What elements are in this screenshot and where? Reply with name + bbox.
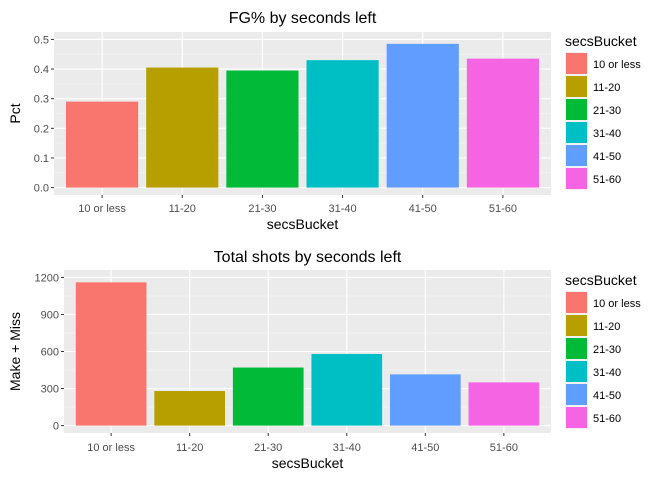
y-tick-label: 1200: [35, 272, 59, 284]
legend-swatch-10-or-less: [566, 53, 587, 74]
chart-title: Total shots by seconds left: [214, 249, 402, 266]
bar-31-40: [311, 353, 383, 426]
bar-41-50: [386, 43, 459, 188]
legend-swatch-51-60: [566, 407, 587, 428]
legend-title: secsBucket: [565, 33, 637, 49]
legend: secsBucket 10 or less 11-20 21-30 31-40 41-50…: [565, 33, 641, 190]
legend-label: 31-40: [593, 128, 621, 140]
x-tick-label: 21-30: [254, 442, 282, 454]
legend-swatch-21-30: [566, 338, 587, 359]
y-tick-label: 600: [41, 347, 59, 359]
x-tick-label: 10 or less: [78, 203, 126, 215]
bar-41-50: [389, 374, 461, 426]
bar-10-or-less: [75, 282, 147, 426]
legend-label: 11-20: [593, 321, 620, 333]
bar-51-60: [468, 382, 540, 426]
bar-11-20: [146, 67, 219, 188]
legend-label: 51-60: [593, 174, 621, 186]
legend-swatch-31-40: [566, 361, 587, 382]
legend-swatch-10-or-less: [566, 292, 587, 313]
legend-label: 21-30: [593, 344, 621, 356]
y-tick-label: 0.4: [34, 64, 49, 76]
y-tick-label: 0.0: [34, 183, 49, 195]
y-axis-label: Make + Miss: [7, 312, 23, 391]
legend-swatch-11-20: [566, 315, 587, 336]
chart-panel-1: 0.0 0.1 0.2 0.3 0.4 0.5 10 or less 11-20 21-30 31…: [7, 10, 641, 232]
x-tick-label: 31-40: [329, 203, 357, 215]
legend-label: 31-40: [593, 367, 621, 379]
legend-label: 51-60: [593, 413, 621, 425]
x-tick-label: 41-50: [411, 442, 439, 454]
legend-swatch-41-50: [566, 384, 587, 405]
y-tick-label: 0.2: [34, 123, 49, 135]
legend: secsBucket 10 or less 11-20 21-30 31-40 41-50…: [565, 272, 641, 429]
bar-51-60: [466, 58, 539, 188]
legend-swatch-31-40: [566, 122, 587, 143]
x-tick-label: 10 or less: [87, 442, 135, 454]
bar-31-40: [306, 60, 379, 188]
x-tick-label: 41-50: [409, 203, 437, 215]
legend-label: 10 or less: [593, 298, 641, 310]
x-tick-label: 51-60: [490, 442, 518, 454]
chart-panel-2: 0 300 600 900 1200 10 or less 11-20 21-30 31-40 4…: [7, 249, 641, 471]
y-axis-label: Pct: [7, 103, 23, 123]
x-tick-label: 31-40: [333, 442, 361, 454]
y-tick-label: 0.5: [34, 34, 49, 46]
x-axis-label: secsBucket: [267, 216, 339, 232]
bar-21-30: [232, 367, 304, 426]
x-tick-label: 51-60: [489, 203, 517, 215]
legend-title: secsBucket: [565, 272, 637, 288]
legend-label: 11-20: [593, 82, 620, 94]
x-tick-label: 11-20: [176, 442, 203, 454]
legend-swatch-11-20: [566, 76, 587, 97]
legend-swatch-21-30: [566, 99, 587, 120]
legend-label: 41-50: [593, 390, 621, 402]
legend-swatch-41-50: [566, 145, 587, 166]
x-tick-label: 21-30: [248, 203, 276, 215]
legend-label: 10 or less: [593, 59, 641, 71]
bar-11-20: [154, 391, 226, 426]
bar-10-or-less: [66, 101, 139, 188]
legend-label: 41-50: [593, 151, 621, 163]
legend-swatch-51-60: [566, 168, 587, 189]
x-tick-label: 11-20: [169, 203, 196, 215]
legend-label: 21-30: [593, 105, 621, 117]
bar-21-30: [226, 70, 299, 188]
y-tick-label: 0.3: [34, 94, 49, 106]
y-tick-label: 900: [41, 309, 59, 321]
y-tick-label: 0.1: [34, 153, 49, 165]
chart-title: FG% by seconds left: [229, 10, 377, 27]
y-tick-label: 0: [53, 421, 59, 433]
x-axis-label: secsBucket: [272, 455, 344, 471]
y-tick-label: 300: [41, 384, 59, 396]
